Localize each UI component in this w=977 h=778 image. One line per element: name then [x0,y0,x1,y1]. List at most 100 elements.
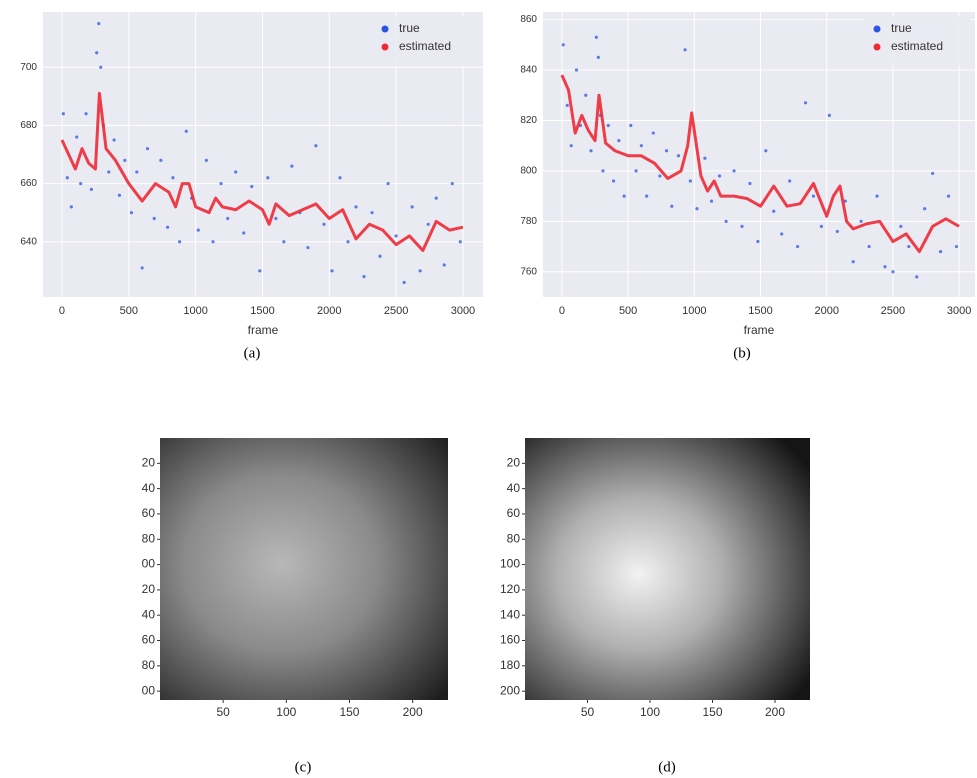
y-tick-label: 160 [500,633,520,647]
point [923,207,927,211]
legend-label: true [891,21,912,35]
caption: (d) [658,759,676,775]
x-tick-label: 200 [403,705,423,719]
point [688,179,692,183]
point [159,158,163,162]
point [410,205,414,209]
caption: (a) [244,345,261,361]
point [338,176,342,180]
caption: (c) [295,759,312,775]
point [717,174,722,178]
point [266,176,270,180]
point [569,144,573,148]
point [211,240,215,244]
point [891,270,895,274]
x-tick-label: 1500 [748,305,772,317]
point [442,263,446,267]
point [859,219,863,223]
image [160,438,448,700]
legend-marker [873,25,881,33]
point [561,43,565,47]
x-tick-label: 2000 [814,305,838,317]
y-tick-label: 80 [142,531,156,545]
x-tick-label: 150 [702,705,722,719]
y-tick-label: 140 [500,607,520,621]
x-tick-label: 0 [559,305,565,317]
point [75,135,79,139]
y-tick-label: 80 [507,531,521,545]
point [584,93,588,97]
point [61,112,65,116]
point [314,144,318,148]
point [330,269,334,273]
point [788,179,792,183]
point [184,129,188,133]
legend-marker [873,43,881,51]
point [226,216,230,221]
point [748,181,752,186]
point [907,244,911,249]
y-tick-label: 60 [142,633,156,647]
point [84,112,88,116]
point [152,216,156,221]
point [394,234,398,238]
point [594,35,598,39]
point [819,224,824,228]
estimated-line [60,91,464,252]
point [611,179,616,183]
point [290,164,294,168]
x-tick-label: 3000 [451,305,475,317]
x-tick-label: 2000 [317,305,341,317]
point [639,144,643,148]
point [772,209,776,213]
image [525,438,810,700]
point [724,219,728,223]
point [617,139,621,143]
point [634,169,638,173]
point [811,194,816,198]
point [931,171,935,176]
point [709,199,714,203]
point [112,138,116,142]
x-tick-label: 50 [581,705,595,719]
x-tick-label: 100 [276,705,296,719]
point [875,194,879,198]
point [99,65,103,69]
point [601,169,605,173]
y-tick-label: 60 [507,506,521,520]
caption: (b) [733,345,751,361]
point [306,245,310,250]
point [79,181,83,186]
point [354,205,358,209]
y-tick-label: 780 [520,216,537,227]
point [629,123,633,128]
point [938,250,943,254]
point [250,184,254,189]
point [89,187,93,191]
point [274,216,278,221]
x-tick-label: 1000 [183,305,207,317]
y-tick-label: 640 [20,236,37,247]
x-tick-label: 500 [120,305,138,317]
y-tick-label: 760 [520,266,537,277]
point [219,181,223,186]
point [622,194,626,198]
point [165,225,170,229]
point [946,194,951,198]
point [282,240,286,244]
point [117,193,122,197]
point [402,280,406,285]
point [135,170,139,174]
legend-box [371,16,479,66]
x-tick-label: 1000 [682,305,706,317]
point [683,48,687,52]
point [426,222,430,226]
y-tick-label: 00 [142,683,156,697]
point [915,275,919,279]
point [565,103,569,107]
point [65,176,69,180]
point [664,149,669,153]
legend-label: true [399,21,420,35]
point [196,228,200,232]
point [851,260,855,264]
